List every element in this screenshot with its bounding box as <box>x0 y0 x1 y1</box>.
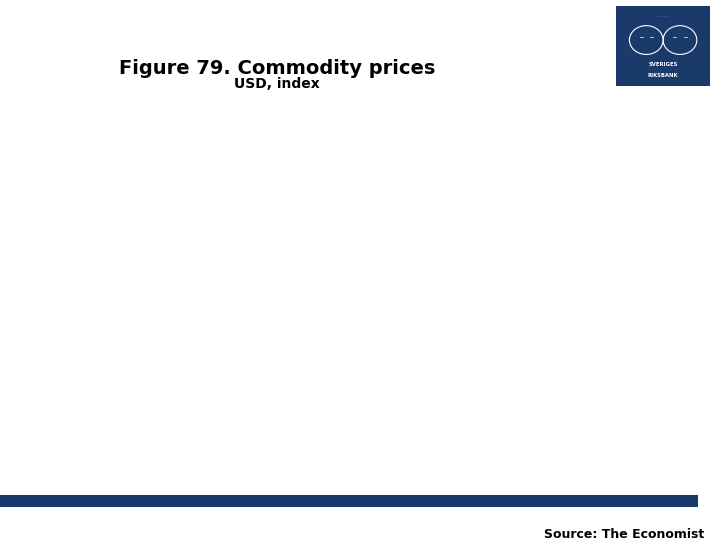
Text: Figure 79. Commodity prices: Figure 79. Commodity prices <box>119 59 436 78</box>
Text: SVERIGES: SVERIGES <box>649 62 678 66</box>
Text: Source: The Economist: Source: The Economist <box>544 528 704 540</box>
Text: RIKSBANK: RIKSBANK <box>648 73 678 78</box>
Text: . . . . .: . . . . . <box>657 14 669 18</box>
Text: USD, index: USD, index <box>234 77 320 91</box>
